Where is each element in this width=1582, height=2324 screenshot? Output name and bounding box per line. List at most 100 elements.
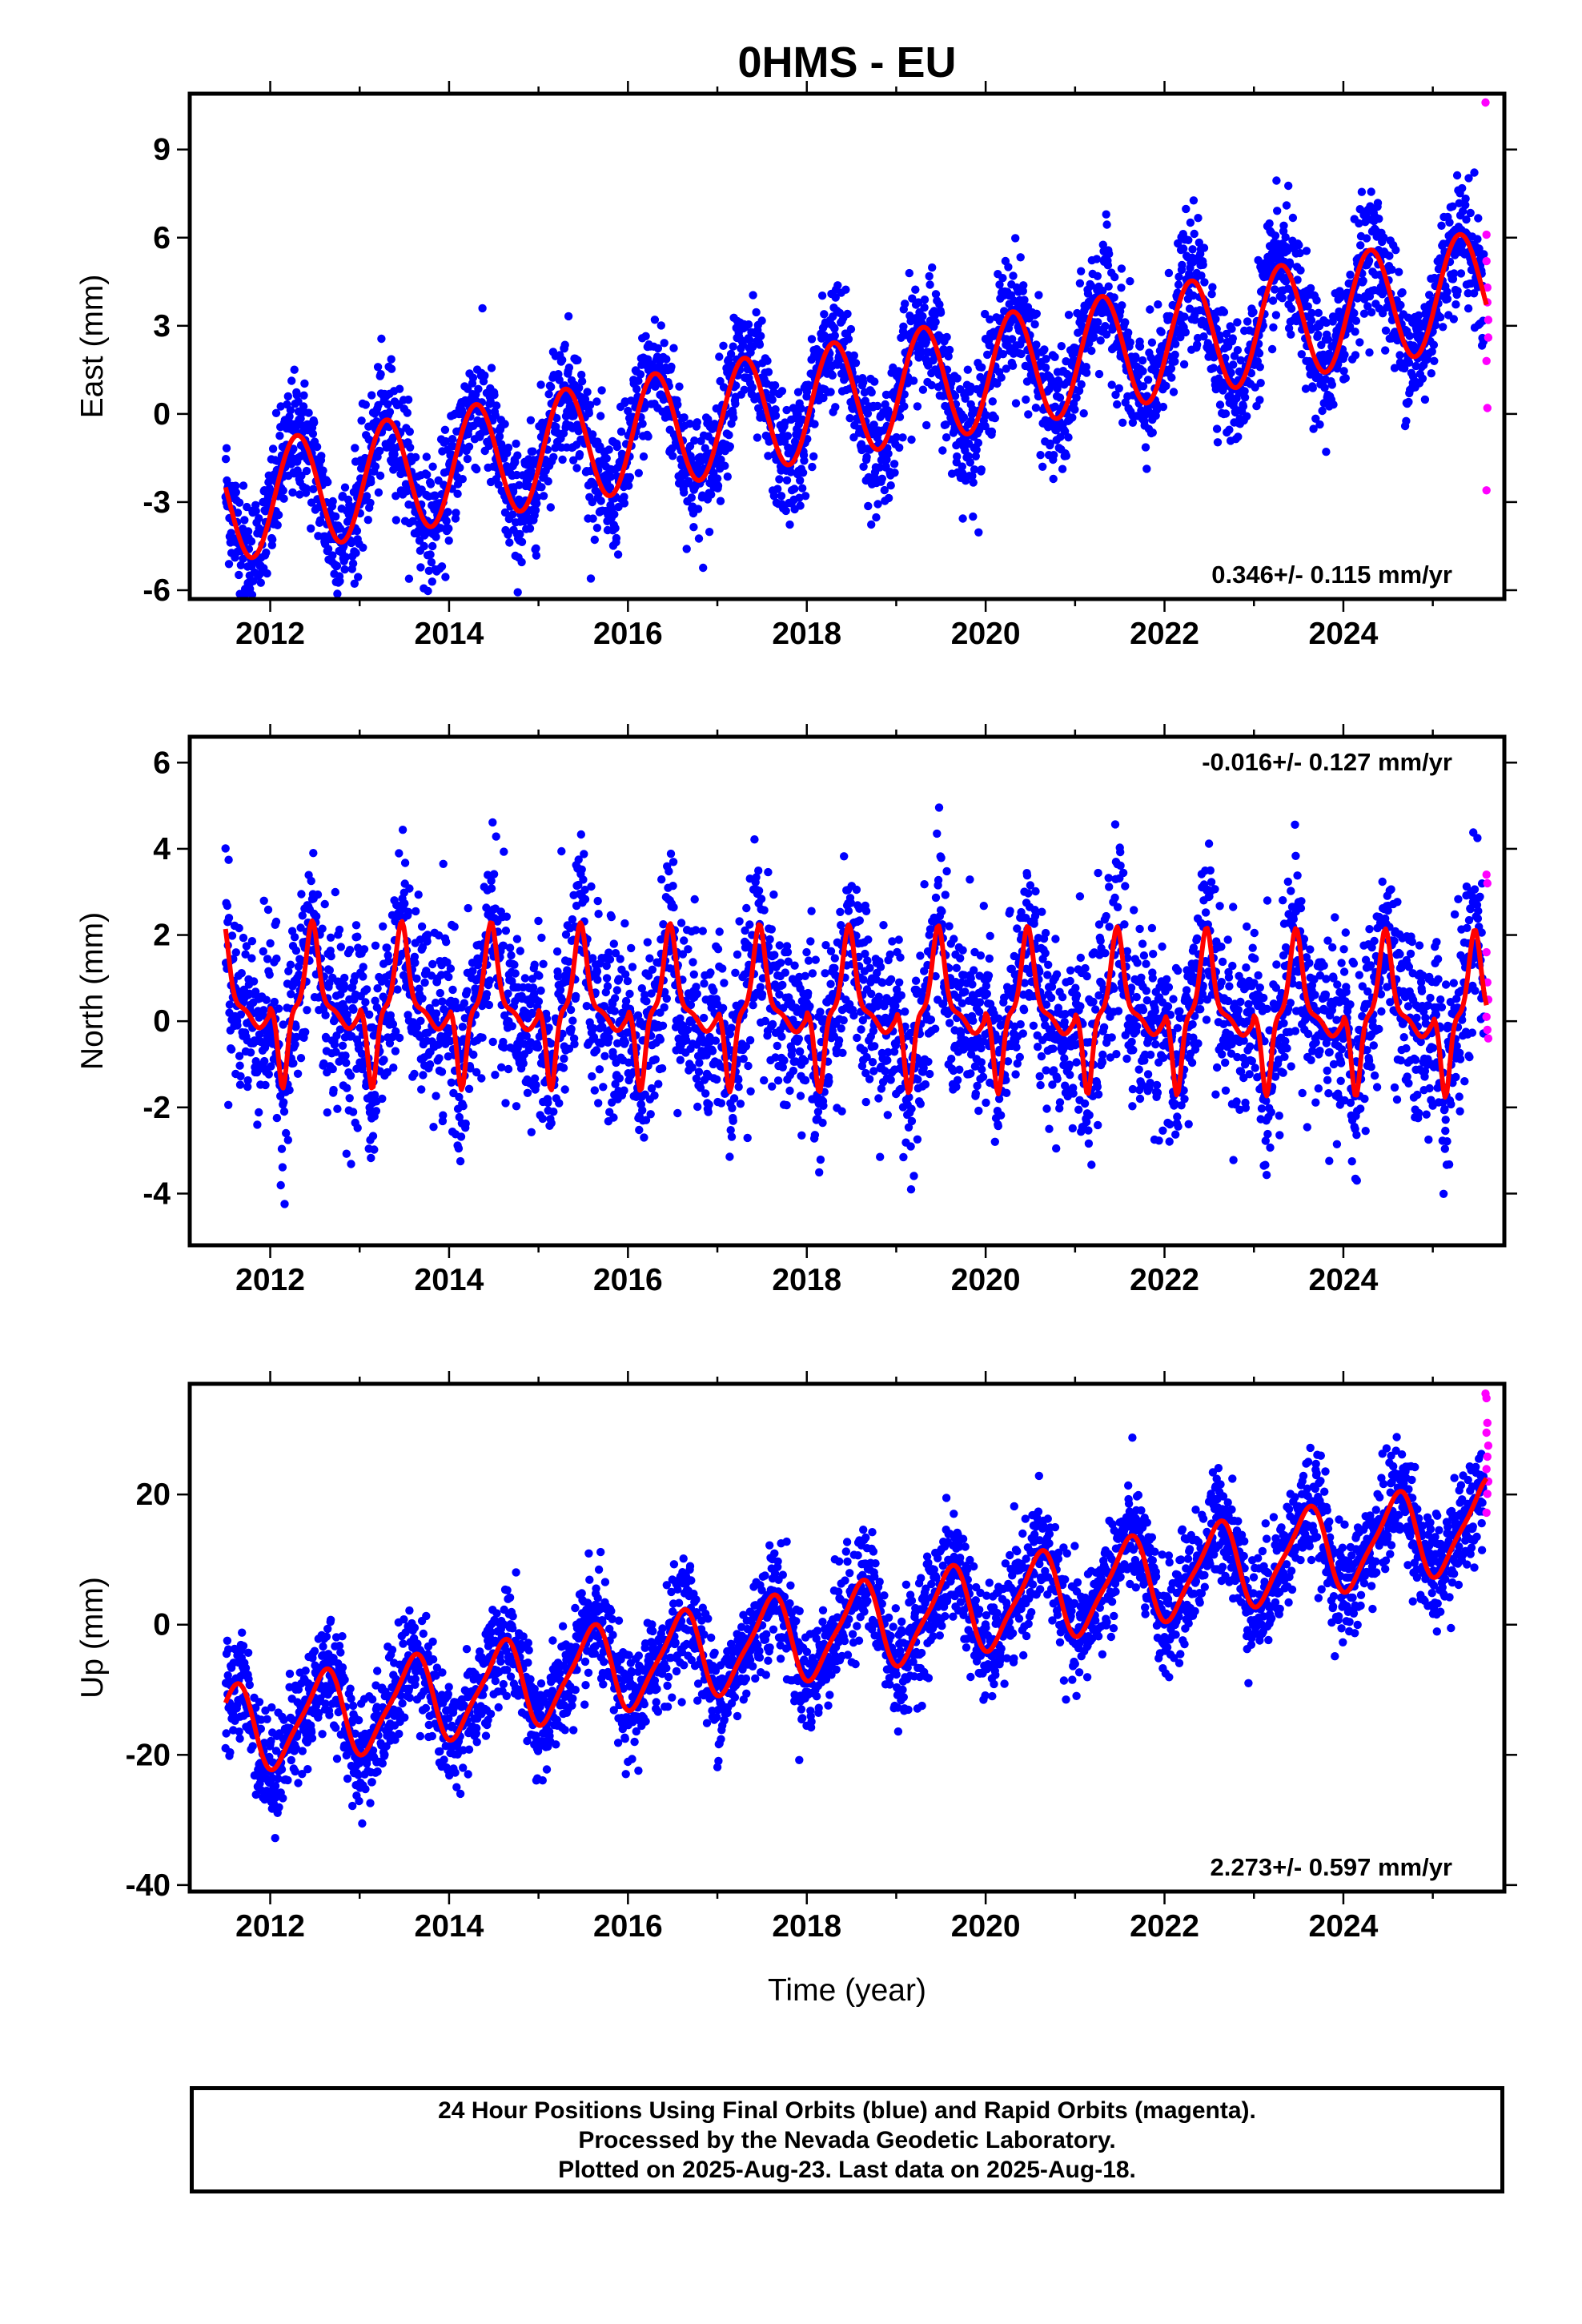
final-orbit-point xyxy=(512,439,520,448)
final-orbit-point xyxy=(1199,260,1207,269)
rapid-orbit-point xyxy=(1484,333,1493,342)
final-orbit-point xyxy=(851,359,861,368)
final-orbit-point xyxy=(560,1054,568,1063)
final-orbit-point xyxy=(997,373,1006,382)
final-orbit-point xyxy=(713,481,723,490)
final-orbit-point xyxy=(1167,373,1176,382)
final-orbit-point xyxy=(602,974,612,983)
final-orbit-point xyxy=(611,949,620,958)
final-orbit-point xyxy=(1249,308,1258,316)
final-orbit-point xyxy=(1351,328,1359,336)
final-orbit-point xyxy=(287,376,296,385)
final-orbit-point xyxy=(1142,464,1151,473)
final-orbit-point xyxy=(249,977,259,986)
final-orbit-point xyxy=(259,947,267,956)
final-orbit-point xyxy=(504,530,512,539)
x-tick-label: 2012 xyxy=(235,617,305,651)
final-orbit-point xyxy=(351,921,361,930)
final-orbit-point xyxy=(982,411,990,420)
final-orbit-point xyxy=(621,996,631,1006)
final-orbit-point xyxy=(1117,264,1126,273)
final-orbit-point xyxy=(669,903,678,912)
final-orbit-point xyxy=(241,950,250,959)
final-orbit-point xyxy=(890,468,899,477)
final-orbit-point xyxy=(1375,215,1383,223)
final-orbit-point xyxy=(354,573,363,581)
final-orbit-point xyxy=(282,1128,291,1138)
final-orbit-point xyxy=(511,969,520,978)
final-orbit-point xyxy=(863,409,873,418)
final-orbit-point xyxy=(721,461,729,470)
final-orbit-point xyxy=(1414,311,1423,320)
final-orbit-point xyxy=(279,494,288,503)
final-orbit-point xyxy=(981,309,990,319)
final-orbit-point xyxy=(417,1085,426,1094)
final-orbit-point xyxy=(556,986,565,995)
final-orbit-point xyxy=(289,444,298,453)
final-orbit-point xyxy=(1425,291,1434,300)
final-orbit-point xyxy=(505,943,515,952)
final-orbit-point xyxy=(387,364,396,373)
final-orbit-point xyxy=(1166,364,1176,373)
final-orbit-point xyxy=(653,344,663,353)
rapid-orbit-point xyxy=(1483,283,1492,292)
final-orbit-point xyxy=(297,890,306,899)
final-orbit-point xyxy=(1131,352,1140,361)
final-orbit-point xyxy=(385,408,395,416)
final-orbit-point xyxy=(325,966,334,975)
final-orbit-point xyxy=(275,432,284,440)
final-orbit-point xyxy=(938,446,947,455)
final-orbit-point xyxy=(461,1119,470,1128)
final-orbit-point xyxy=(231,948,240,957)
final-orbit-point xyxy=(432,1092,440,1100)
final-orbit-point xyxy=(436,988,444,998)
final-orbit-point xyxy=(1101,322,1110,331)
final-orbit-point xyxy=(343,1010,351,1019)
final-orbit-point xyxy=(255,514,263,523)
final-orbit-point xyxy=(1418,374,1427,383)
final-orbit-point xyxy=(907,435,916,444)
final-orbit-point xyxy=(646,1110,655,1119)
final-orbit-point xyxy=(927,380,937,390)
final-orbit-point xyxy=(978,363,986,372)
final-orbit-point xyxy=(547,1039,556,1048)
final-orbit-point xyxy=(595,1065,604,1074)
final-orbit-point xyxy=(524,1045,533,1055)
final-orbit-point xyxy=(632,384,641,394)
final-orbit-point xyxy=(434,931,444,940)
final-orbit-point xyxy=(348,1108,358,1116)
final-orbit-point xyxy=(555,376,564,384)
final-orbit-point xyxy=(1113,400,1122,409)
final-orbit-point xyxy=(715,352,724,361)
final-orbit-point xyxy=(1329,400,1338,409)
final-orbit-point xyxy=(431,491,440,501)
final-orbit-point xyxy=(572,991,580,1001)
final-orbit-point xyxy=(1346,270,1355,279)
final-orbit-point xyxy=(1157,328,1166,336)
final-orbit-point xyxy=(442,938,451,947)
final-orbit-point xyxy=(448,442,458,451)
final-orbit-point xyxy=(235,570,243,580)
final-orbit-point xyxy=(589,1024,598,1033)
final-orbit-point xyxy=(862,452,871,461)
final-orbit-point xyxy=(309,849,318,858)
final-orbit-point xyxy=(969,512,978,521)
final-orbit-point xyxy=(1212,424,1222,433)
final-orbit-point xyxy=(844,335,853,344)
final-orbit-point xyxy=(1020,296,1029,304)
final-orbit-point xyxy=(639,452,648,461)
final-orbit-point xyxy=(577,377,587,386)
final-orbit-point xyxy=(508,510,517,519)
final-orbit-point xyxy=(650,1091,659,1100)
final-orbit-point xyxy=(1075,279,1085,287)
final-orbit-point xyxy=(290,933,299,942)
final-orbit-point xyxy=(1430,356,1439,365)
final-orbit-point xyxy=(669,882,677,891)
final-orbit-point xyxy=(783,432,793,440)
final-orbit-point xyxy=(536,986,545,995)
final-orbit-point xyxy=(236,1010,246,1019)
final-orbit-point xyxy=(1040,345,1049,354)
final-orbit-point xyxy=(501,1099,510,1108)
final-orbit-point xyxy=(1036,451,1045,460)
final-orbit-point xyxy=(918,385,928,394)
